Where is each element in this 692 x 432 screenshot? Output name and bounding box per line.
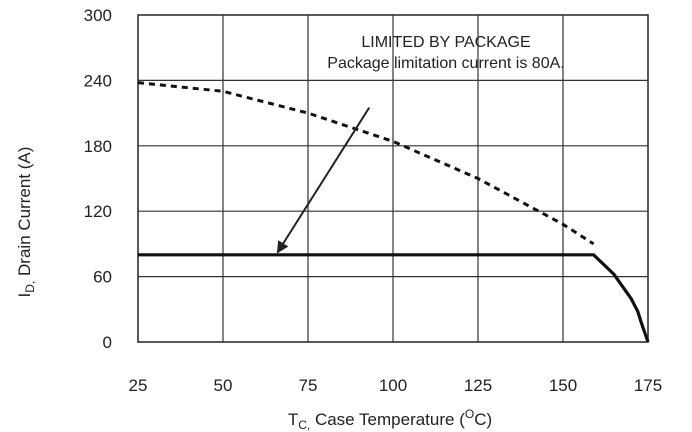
y-tick-label-120: 120 <box>84 202 112 221</box>
x-tick-label-125: 125 <box>464 376 492 395</box>
y-tick-label-240: 240 <box>84 71 112 90</box>
series-line-1 <box>137 81 595 246</box>
series-line-2 <box>138 253 650 343</box>
series-layer <box>137 81 650 343</box>
y-axis-title: ID, Drain Current (A) <box>15 147 37 298</box>
tick-labels: 0 60 120 180 240 300 25 50 75 100 125 150 175 <box>84 6 663 395</box>
x-tick-label-50: 50 <box>214 376 233 395</box>
x-tick-label-150: 150 <box>549 376 577 395</box>
y-tick-label-180: 180 <box>84 137 112 156</box>
x-tick-label-100: 100 <box>379 376 407 395</box>
annotation: LIMITED BY PACKAGE Package limitation cu… <box>276 34 565 254</box>
x-axis-title: TC, Case Temperature (OC) <box>288 407 492 432</box>
x-tick-label-25: 25 <box>129 376 148 395</box>
annotation-line-1: LIMITED BY PACKAGE <box>361 34 530 51</box>
x-tick-label-75: 75 <box>299 376 318 395</box>
y-tick-label-300: 300 <box>84 6 112 25</box>
y-tick-label-0: 0 <box>103 333 112 352</box>
y-tick-label-60: 60 <box>93 268 112 287</box>
grid-lines <box>138 15 648 342</box>
annotation-arrow <box>276 107 371 254</box>
x-tick-label-175: 175 <box>634 376 662 395</box>
annotation-line-2: Package limitation current is 80A. <box>327 55 564 72</box>
